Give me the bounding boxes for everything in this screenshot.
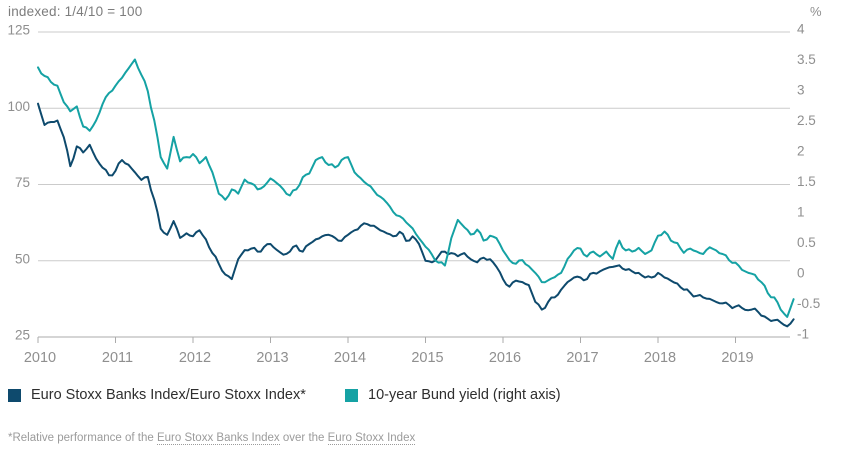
x-axis-tick-label: 2010: [24, 350, 56, 366]
footnote-link-banks-index[interactable]: Euro Stoxx Banks Index: [156, 432, 280, 445]
right-axis-unit: %: [810, 4, 822, 19]
series-line-banks-ratio: [37, 102, 795, 328]
y-axis-right-tick-label: 2: [797, 144, 805, 159]
y-axis-right-tick-label: -1: [797, 327, 809, 342]
series-line-bund-yield: [37, 58, 795, 318]
legend-label: 10-year Bund yield (right axis): [368, 387, 561, 403]
y-axis-right-tick-label: 2.5: [797, 113, 816, 128]
x-axis-tick-label: 2015: [411, 350, 443, 366]
x-axis-tick-label: 2017: [566, 350, 598, 366]
y-axis-right-tick-label: 0: [797, 266, 805, 281]
y-axis-left-tick-label: 50: [15, 251, 30, 266]
x-axis-tick-label: 2019: [721, 350, 753, 366]
y-axis-right-tick-label: 3.5: [797, 52, 816, 67]
line-chart: 125 100 75 50 25 4 3.5 3 2.5 2 1.5 1 0.5 0 -0.5 -1 2010 2…: [7, 22, 820, 367]
y-axis-left-tick-label: 25: [15, 328, 30, 343]
x-axis-tick-label: 2012: [179, 350, 211, 366]
footnote-text: *Relative performance of the: [8, 432, 157, 444]
left-axis-note: indexed: 1/4/10 = 100: [8, 4, 143, 19]
legend-label: Euro Stoxx Banks Index/Euro Stoxx Index*: [31, 387, 306, 403]
footnote: *Relative performance of the Euro Stoxx …: [8, 432, 416, 445]
footnote-text: over the: [279, 432, 328, 444]
legend-item-bund-yield: 10-year Bund yield (right axis): [345, 387, 561, 403]
legend-item-banks-ratio: Euro Stoxx Banks Index/Euro Stoxx Index*: [8, 387, 306, 403]
y-axis-right-tick-label: 3: [797, 83, 805, 98]
y-axis-left-tick-label: 75: [15, 175, 30, 190]
footnote-link-stoxx-index[interactable]: Euro Stoxx Index: [327, 432, 416, 445]
y-axis-left-tick-label: 125: [7, 23, 30, 38]
legend-swatch-teal: [345, 388, 358, 402]
legend: Euro Stoxx Banks Index/Euro Stoxx Index*…: [0, 387, 843, 407]
y-axis-left-tick-label: 100: [7, 99, 30, 114]
x-axis-tick-label: 2011: [102, 350, 133, 366]
y-axis-right-tick-label: -0.5: [797, 296, 820, 311]
x-axis-tick-label: 2013: [256, 350, 288, 366]
legend-swatch-navy: [8, 388, 21, 402]
y-axis-right-tick-label: 1.5: [797, 174, 816, 189]
y-axis-right-tick-label: 4: [797, 22, 805, 37]
x-axis-tick-label: 2014: [334, 350, 366, 366]
x-axis-tick-label: 2018: [644, 350, 676, 366]
x-axis-tick-label: 2016: [489, 350, 521, 366]
y-axis-right-tick-label: 1: [797, 205, 805, 220]
y-axis-right-tick-label: 0.5: [797, 235, 816, 250]
